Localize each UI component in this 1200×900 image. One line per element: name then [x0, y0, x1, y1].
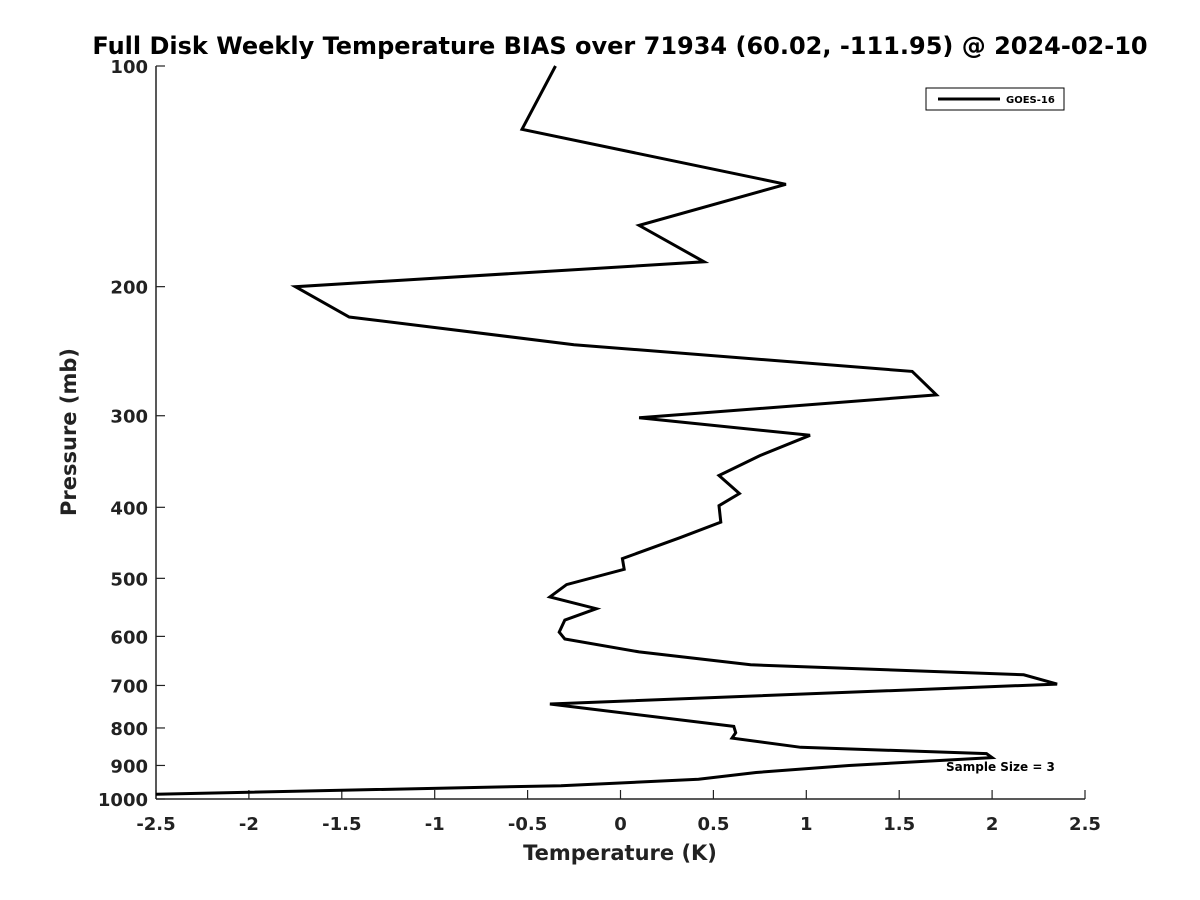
y-tick-label: 400	[110, 498, 148, 519]
x-tick-label: 2	[986, 814, 999, 835]
y-tick-label: 700	[110, 676, 148, 697]
y-tick-label: 500	[110, 569, 148, 590]
x-tick-label: -2	[239, 814, 259, 835]
x-tick-label: -2.5	[136, 814, 175, 835]
y-tick-label: 900	[110, 756, 148, 777]
x-tick-label: -0.5	[508, 814, 547, 835]
y-tick-label: 800	[110, 719, 148, 740]
y-tick-label: 200	[110, 278, 148, 299]
sample-size-annotation: Sample Size = 3	[946, 760, 1055, 774]
y-tick-label: 1000	[98, 790, 148, 811]
y-axis-label: Pressure (mb)	[57, 348, 81, 516]
x-tick-label: -1.5	[322, 814, 361, 835]
legend: GOES-16	[925, 87, 1065, 111]
legend-label: GOES-16	[1006, 95, 1055, 106]
y-tick-label: 100	[110, 57, 148, 78]
x-axis-label: Temperature (K)	[523, 841, 717, 865]
x-tick-label: -1	[425, 814, 445, 835]
x-tick-label: 0.5	[697, 814, 729, 835]
y-tick-label: 300	[110, 407, 148, 428]
y-axis-ticks: 100 200 300 400 500 600 700 800 900 1000	[98, 57, 165, 811]
y-tick-label: 600	[110, 627, 148, 648]
chart-title: Full Disk Weekly Temperature BIAS over 7…	[92, 32, 1147, 60]
x-tick-label: 2.5	[1069, 814, 1101, 835]
series-line-goes-16	[155, 65, 1058, 796]
x-tick-label: 1.5	[883, 814, 915, 835]
x-tick-label: 1	[800, 814, 813, 835]
x-axis-ticks: -2.5 -2 -1.5 -1 -0.5 0 0.5 1 1.5 2 2.5	[136, 790, 1101, 835]
x-tick-label: 0	[614, 814, 627, 835]
